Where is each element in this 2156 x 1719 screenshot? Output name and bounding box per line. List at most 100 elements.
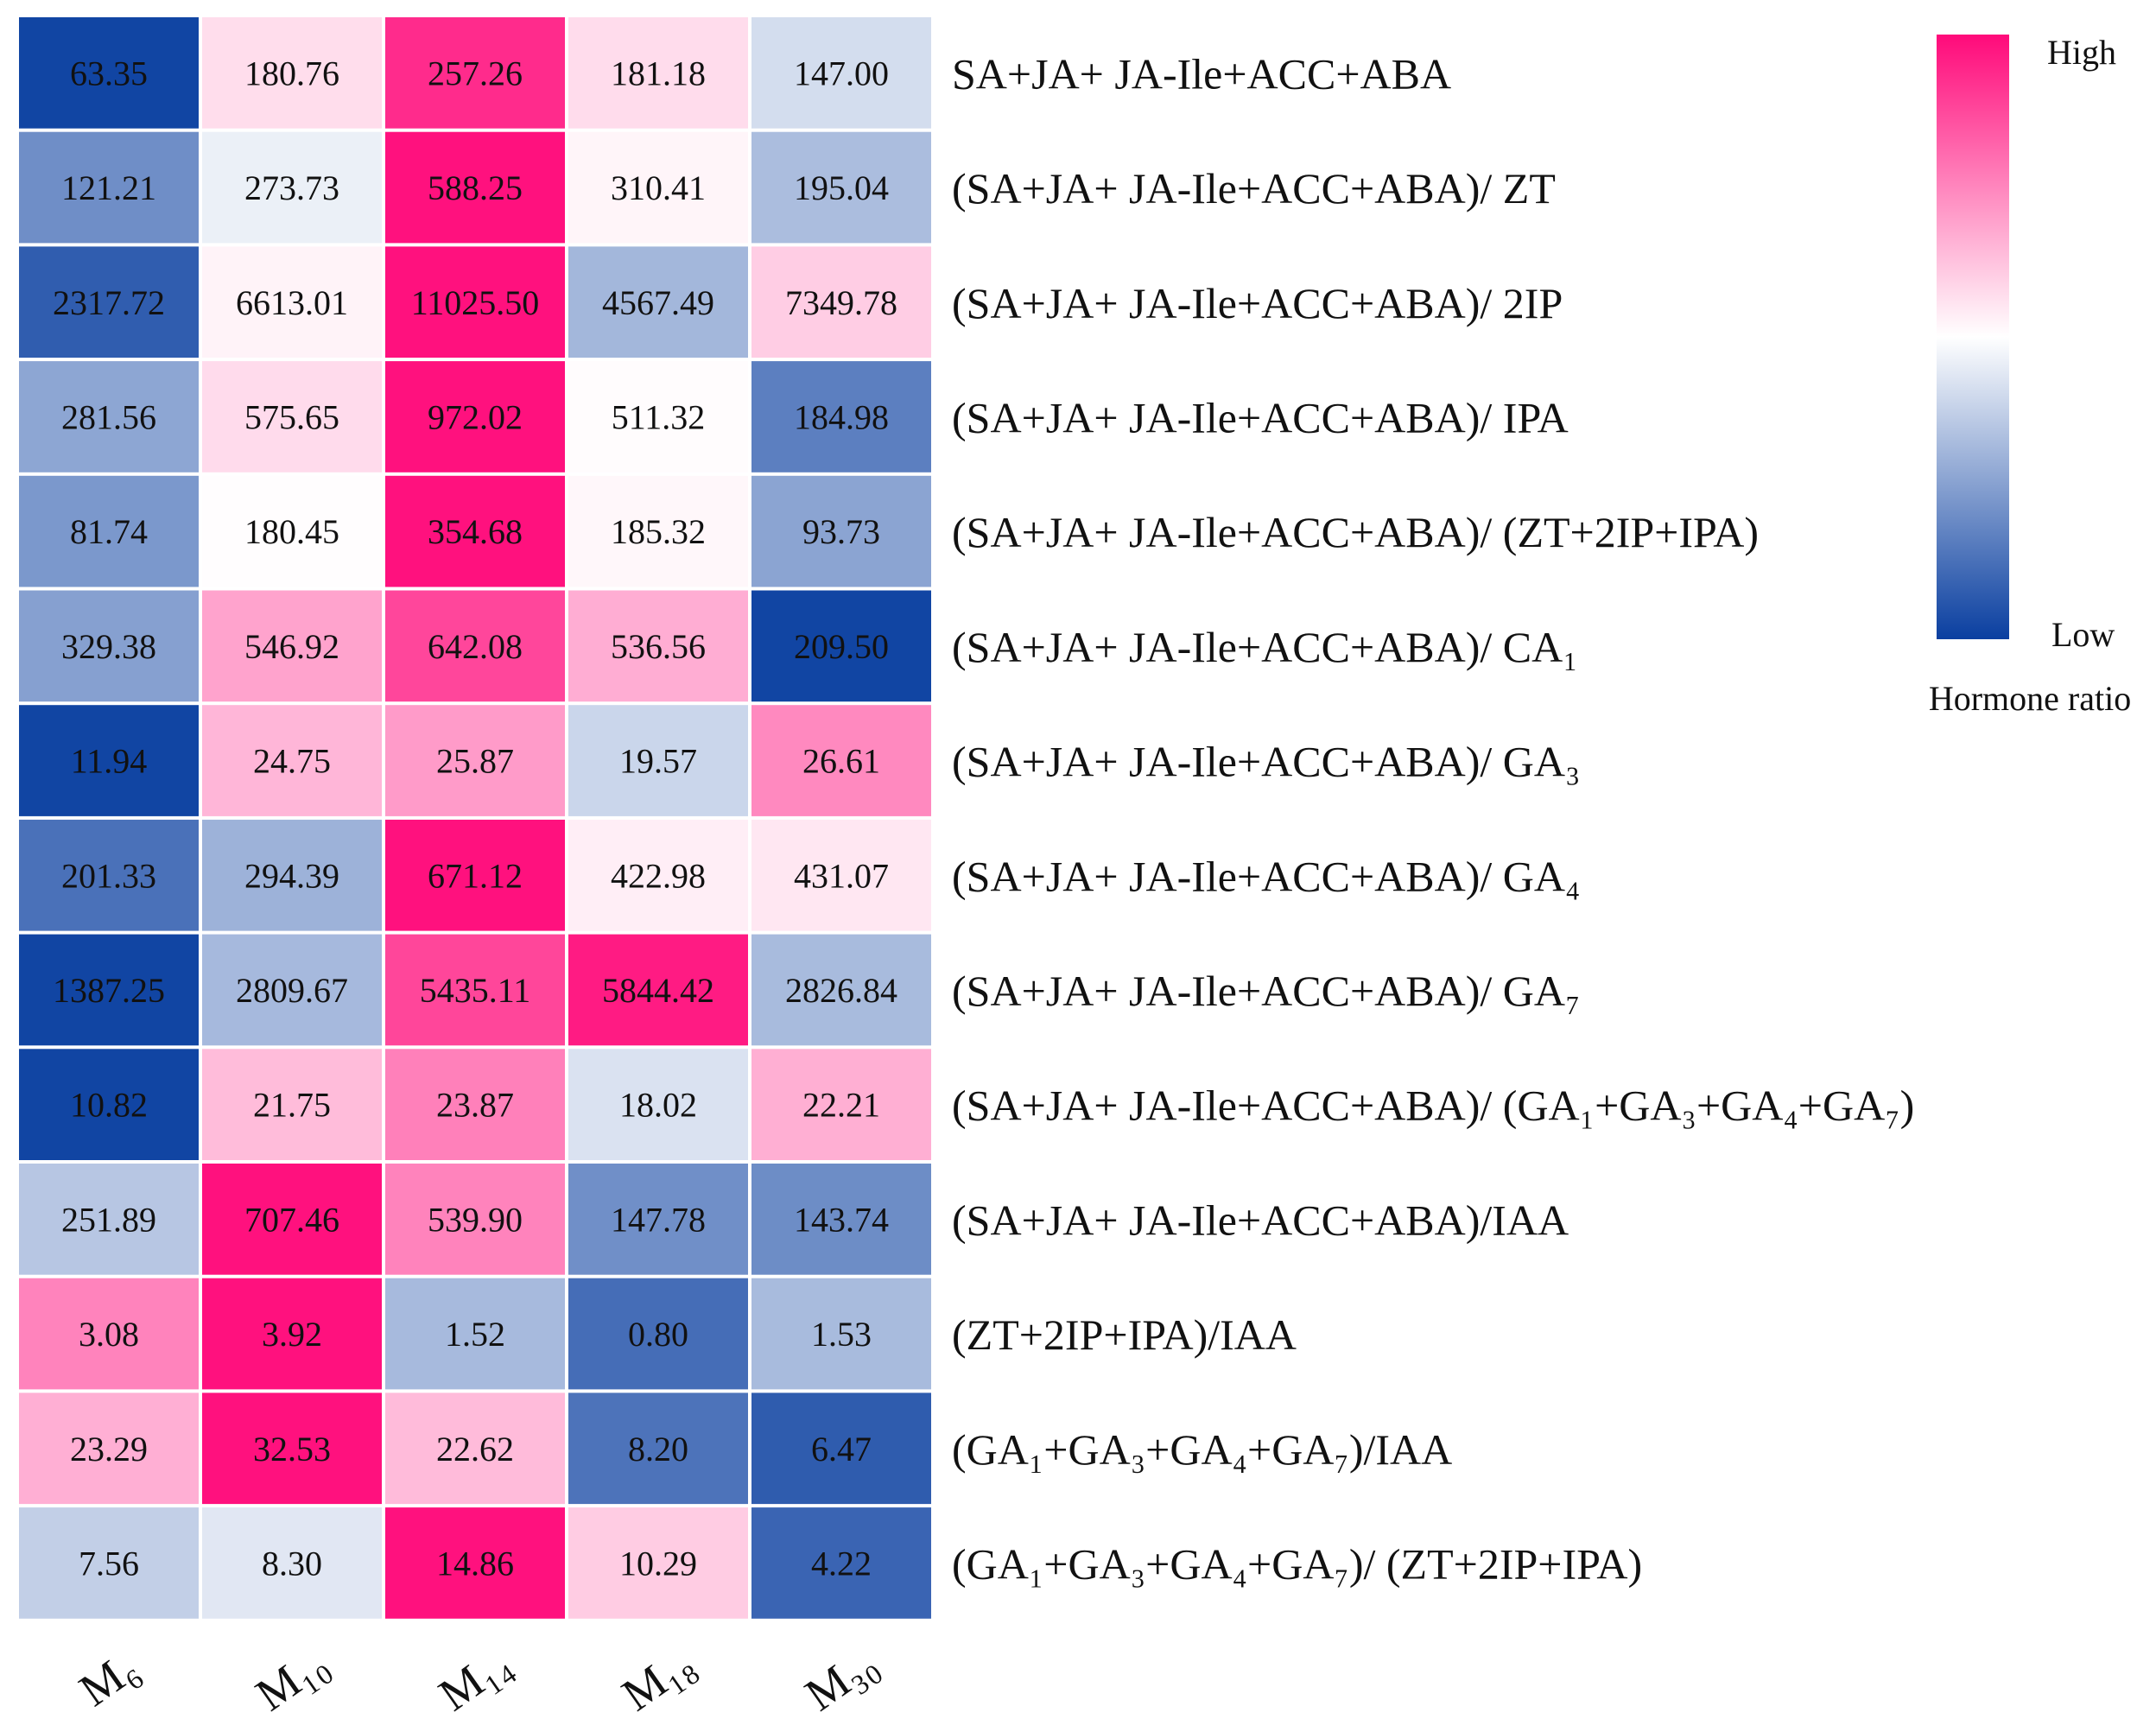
cell-value-label: 121.21 [61,168,156,207]
heatmap-cell [751,131,931,244]
heatmap-cell [202,246,382,358]
heatmap-cell [751,475,931,587]
heatmap-cell [19,1049,199,1160]
row-label: (GA₁+GA₃+GA₄+GA₇)/ (ZT+2IP+IPA) [952,1539,1642,1588]
cell-value-label: 1.53 [811,1315,872,1354]
heatmap-cell [385,819,565,931]
cell-value-label: 6613.01 [236,283,348,322]
row-label: (SA+JA+ JA-Ile+ACC+ABA)/ CA₁ [952,623,1578,671]
heatmap-cell [19,17,199,129]
heatmap-cell [19,131,199,244]
heatmap-cell [568,131,748,244]
cell-value-label: 294.39 [244,856,339,895]
heatmap-cell [202,17,382,129]
cell-value-label: 1.52 [445,1315,505,1354]
column-label: M₁₄ [429,1636,520,1719]
heatmap-cell [202,1049,382,1160]
heatmap-cell [19,1278,199,1390]
cell-value-label: 201.33 [61,856,156,895]
cell-value-label: 671.12 [428,856,523,895]
heatmap-cell [202,1164,382,1275]
cell-value-label: 2317.72 [53,283,165,322]
cell-value-label: 26.61 [802,742,880,781]
cell-value-label: 6.47 [811,1430,872,1468]
row-label: (SA+JA+ JA-Ile+ACC+ABA)/IAA [952,1196,1569,1244]
heatmap-cell [568,1278,748,1390]
heatmap-cell [202,590,382,702]
heatmap-cell [202,1507,382,1619]
cell-value-label: 281.56 [61,397,156,436]
heatmap-cell [568,17,748,129]
heatmap-cell [202,934,382,1046]
heatmap-cell [19,1507,199,1619]
heatmap-cell [19,475,199,587]
cell-value-label: 3.08 [79,1315,139,1354]
cell-value-label: 2826.84 [785,971,897,1010]
row-label: (SA+JA+ JA-Ile+ACC+ABA)/ GA₄ [952,852,1580,900]
cell-value-label: 2809.67 [236,971,348,1010]
cell-value-label: 25.87 [436,742,514,781]
heatmap-cell [568,705,748,816]
heatmap-cell [751,361,931,473]
heatmap-cell [568,590,748,702]
heatmap-cell [202,819,382,931]
row-label: (SA+JA+ JA-Ile+ACC+ABA)/ (GA₁+GA₃+GA₄+GA… [952,1082,1914,1130]
heatmap-cell [202,131,382,244]
heatmap-cell [751,1278,931,1390]
heatmap-cell [568,475,748,587]
heatmap-cell [385,475,565,587]
cell-value-label: 642.08 [428,627,523,666]
cell-value-label: 143.74 [794,1200,889,1239]
cell-value-label: 22.21 [802,1086,880,1125]
cell-value-label: 588.25 [428,168,523,207]
cell-value-label: 536.56 [611,627,706,666]
cell-value-label: 18.02 [619,1086,697,1125]
cell-value-label: 32.53 [253,1430,331,1468]
cell-value-label: 7.56 [79,1544,139,1583]
heatmap-cell [19,1392,199,1505]
cell-value-label: 195.04 [794,168,889,207]
heatmap-cell [568,1049,748,1160]
heatmap-cell [202,1278,382,1390]
heatmap-cell [385,705,565,816]
heatmap-cell [568,361,748,473]
heatmap-cell [19,705,199,816]
cell-value-label: 539.90 [428,1200,523,1239]
cell-value-label: 209.50 [794,627,889,666]
heatmap-cell [19,1164,199,1275]
cell-value-label: 5435.11 [420,971,531,1010]
heatmap-cell [568,934,748,1046]
heatmap-cell [751,590,931,702]
cell-value-label: 3.92 [262,1315,322,1354]
legend-color-bar [1937,35,2009,639]
cell-value-label: 1387.25 [53,971,165,1010]
row-label: (SA+JA+ JA-Ile+ACC+ABA)/ GA₇ [952,967,1580,1015]
row-label: SA+JA+ JA-Ile+ACC+ABA [952,49,1451,98]
cell-value-label: 4.22 [811,1544,872,1583]
cell-value-label: 310.41 [611,168,706,207]
column-label: M₁₈ [612,1636,703,1719]
heatmap-cell [202,361,382,473]
cell-value-label: 185.32 [611,512,706,551]
cell-value-label: 7349.78 [785,283,897,322]
cell-value-label: 972.02 [428,397,523,436]
cell-value-label: 14.86 [436,1544,514,1583]
heatmap-cell [202,1392,382,1505]
cell-value-label: 5844.42 [602,971,714,1010]
cell-value-label: 10.82 [70,1086,148,1125]
heatmap-cell [751,17,931,129]
heatmap-cell [19,361,199,473]
cell-value-label: 93.73 [802,512,880,551]
cell-value-label: 8.20 [628,1430,688,1468]
cell-value-label: 21.75 [253,1086,331,1125]
column-label: M₁₀ [246,1636,337,1719]
heatmap-cell [751,819,931,931]
row-labels: SA+JA+ JA-Ile+ACC+ABA (SA+JA+ JA-Ile+ACC+… [952,49,1914,1588]
heatmap-cell [202,705,382,816]
heatmap-cell [568,819,748,931]
cell-value-label: 23.29 [70,1430,148,1468]
cell-value-label: 81.74 [70,512,148,551]
heatmap-cell [385,1392,565,1505]
cell-value-label: 257.26 [428,54,523,92]
cell-value-label: 22.62 [436,1430,514,1468]
